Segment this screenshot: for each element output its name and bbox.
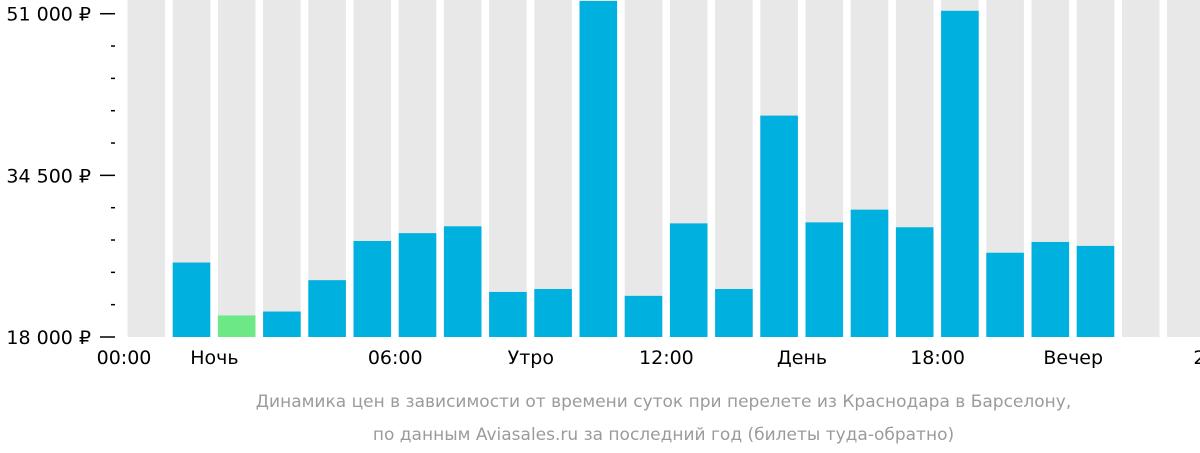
y-tick-label-2: 51 000 ₽ (6, 4, 91, 26)
bar-hour-03 (263, 311, 301, 337)
bar-hour-12 (669, 223, 708, 337)
price-by-hour-chart: 18 000 ₽ 34 500 ₽ 51 000 ₽ 00:00 Ночь 06:00 Ут… (6, 0, 1200, 369)
x-tick-label-4: 12:00 (639, 347, 694, 369)
x-tick-label-2: 06:00 (368, 347, 423, 369)
bar-hour-21 (1076, 245, 1115, 337)
background-slot-03 (263, 0, 301, 337)
chart-caption-line-2: по данным Aviasales.ru за последний год … (372, 425, 955, 445)
background-slot-02 (217, 0, 256, 337)
background-slot-09 (534, 0, 572, 337)
bar-hour-01 (172, 262, 211, 337)
bar-hour-07 (443, 226, 482, 337)
bar-hour-05 (353, 240, 392, 337)
bar-hour-02 (217, 315, 256, 337)
background-slot-08 (489, 0, 527, 337)
y-tick-label-1: 34 500 ₽ (6, 165, 91, 187)
bar-hour-18 (941, 10, 979, 338)
bar-hour-09 (534, 288, 572, 337)
x-tick-label-1: Ночь (190, 347, 238, 369)
bar-hour-06 (398, 233, 437, 337)
bar-hour-08 (489, 291, 527, 337)
background-slot-11 (624, 0, 663, 337)
bar-hour-13 (715, 288, 753, 337)
chart-caption-line-1: Динамика цен в зависимости от времени су… (255, 392, 1072, 412)
bar-hour-19 (986, 252, 1024, 337)
bar-hour-16 (850, 209, 889, 337)
x-tick-label-7: Вечер (1043, 347, 1103, 369)
background-slot-00 (127, 0, 166, 337)
background-slot-23 (1167, 0, 1200, 337)
background-slot-13 (715, 0, 753, 337)
bar-hour-17 (895, 227, 934, 337)
bar-hour-04 (308, 280, 346, 337)
bar-hour-20 (1031, 241, 1070, 337)
bar-hour-10 (579, 0, 618, 338)
x-tick-label-6: 18:00 (910, 347, 965, 369)
x-tick-label-8: 24:00 (1193, 347, 1200, 369)
y-tick-label-0: 18 000 ₽ (6, 327, 91, 349)
bar-hour-14 (760, 115, 798, 337)
bar-hour-15 (805, 222, 844, 337)
x-tick-label-5: День (777, 347, 827, 369)
x-tick-label-0: 00:00 (97, 347, 152, 369)
x-tick-label-3: Утро (508, 347, 554, 369)
background-slot-22 (1121, 0, 1160, 337)
bar-hour-11 (624, 295, 663, 337)
